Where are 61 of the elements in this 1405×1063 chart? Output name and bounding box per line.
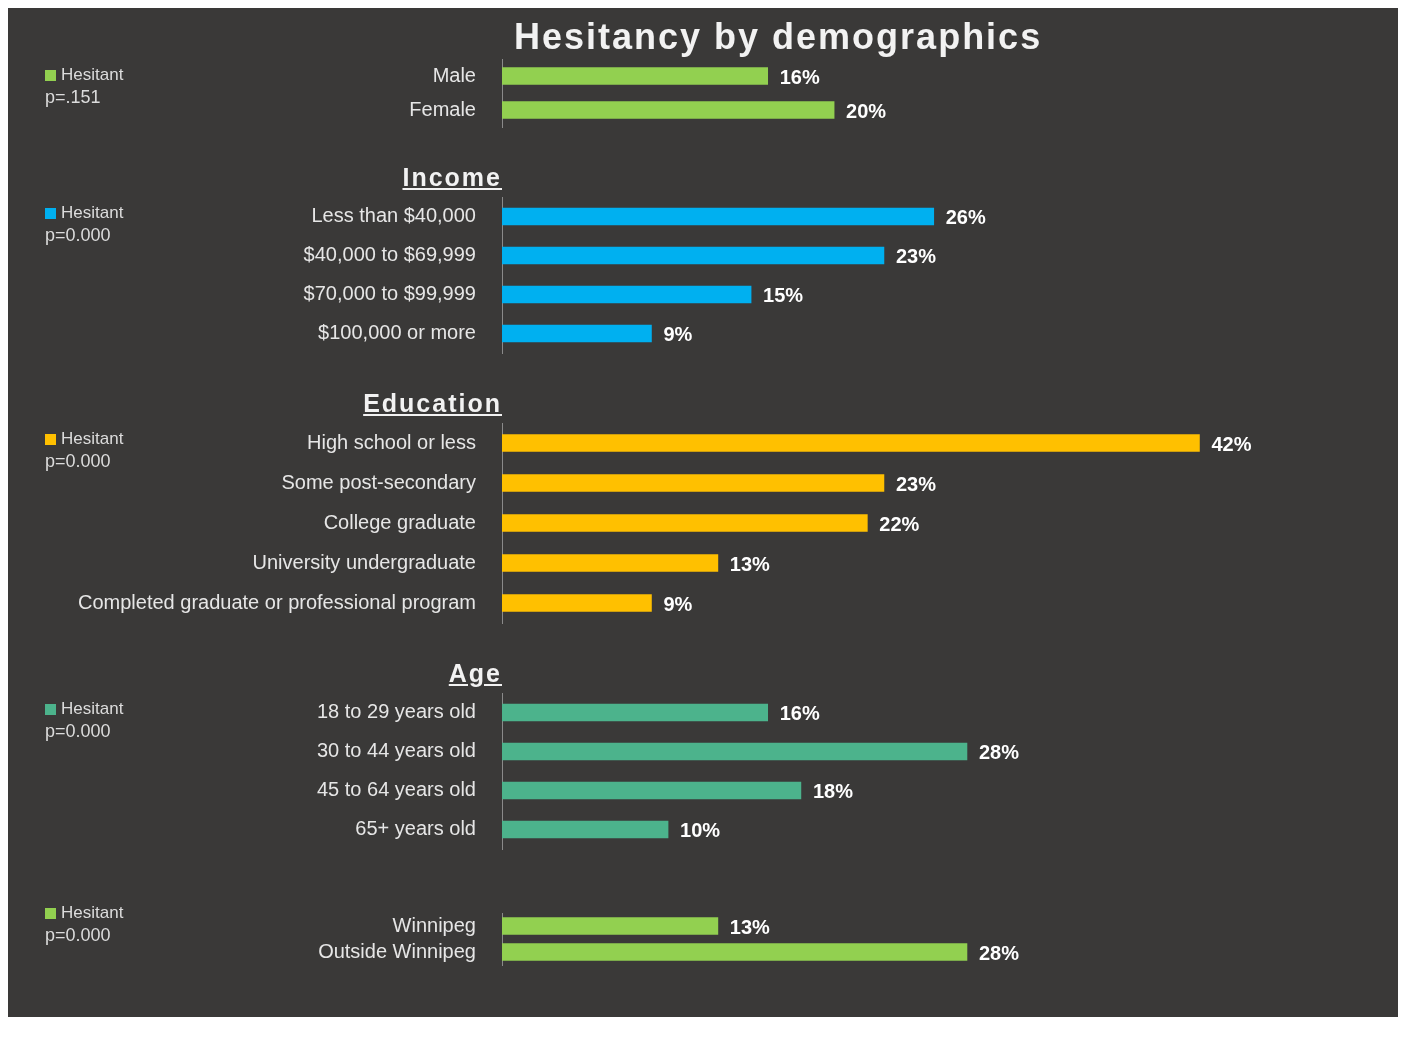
data-label: 16%: [779, 702, 820, 725]
y-tick-label: High school or less: [307, 430, 476, 453]
bar: [502, 594, 652, 612]
chart-title: Education: [363, 389, 502, 418]
bar: [502, 703, 769, 722]
data-label: 9%: [663, 592, 693, 615]
text: p=0.000: [45, 225, 112, 246]
bar: [502, 434, 1200, 452]
bar: [502, 554, 719, 572]
data-label: 23%: [895, 472, 937, 495]
data-label: 10%: [680, 819, 721, 842]
y-tick-label: Less than $40,000: [311, 204, 476, 227]
data-label: 28%: [978, 941, 1020, 964]
data-label: 13%: [729, 552, 771, 575]
chart-title: Age: [448, 659, 502, 688]
y-tick-label: 45 to 64 years old: [317, 778, 476, 801]
chart-title: Income: [402, 163, 502, 192]
data-label: 13%: [729, 915, 771, 938]
y-tick-label: $100,000 or more: [318, 321, 476, 344]
chart-title: Hesitancy by demographics: [514, 16, 1043, 58]
data-label: 28%: [978, 741, 1020, 764]
legend-label: Hesitant: [61, 903, 124, 923]
y-tick-label: 65+ years old: [355, 817, 476, 840]
bar: [502, 820, 669, 839]
legend-label: Hesitant: [61, 203, 124, 223]
y-tick-label: Winnipeg: [392, 913, 476, 936]
y-tick-label: Some post-secondary: [281, 470, 476, 493]
y-tick-label: Outside Winnipeg: [318, 939, 476, 962]
bar: [502, 324, 652, 343]
text: p=0.000: [45, 721, 112, 742]
text: p=0.000: [45, 451, 112, 472]
data-label: 15%: [763, 284, 804, 307]
bar: [502, 781, 802, 800]
text: p=.151: [45, 87, 102, 108]
y-tick-label: 18 to 29 years old: [317, 700, 476, 723]
y-tick-label: $40,000 to $69,999: [303, 243, 476, 266]
bar: [502, 742, 968, 761]
y-tick-label: $70,000 to $99,999: [303, 282, 476, 305]
legend-label: Hesitant: [61, 429, 124, 449]
data-label: 9%: [663, 323, 693, 346]
y-tick-label: College graduate: [323, 510, 476, 533]
data-label: 20%: [846, 99, 887, 122]
y-tick-label: Completed graduate or professional program: [78, 590, 476, 613]
y-tick-label: 30 to 44 years old: [317, 739, 476, 762]
data-label: 42%: [1211, 432, 1252, 455]
y-tick-label: Male: [432, 63, 476, 86]
bar: [502, 207, 935, 226]
legend-label: Hesitant: [61, 699, 124, 719]
bar: [502, 474, 885, 492]
y-tick-label: University undergraduate: [252, 550, 476, 573]
text: p=0.000: [45, 925, 112, 946]
bar: [502, 285, 752, 304]
data-label: 18%: [812, 780, 854, 803]
legend-label: Hesitant: [61, 65, 124, 85]
data-label: 23%: [895, 245, 937, 268]
bar: [502, 514, 868, 532]
data-label: 16%: [779, 65, 820, 88]
y-tick-label: Female: [409, 97, 476, 120]
data-label: 26%: [945, 206, 986, 229]
data-label: 22%: [879, 512, 920, 535]
bar: [502, 246, 885, 265]
